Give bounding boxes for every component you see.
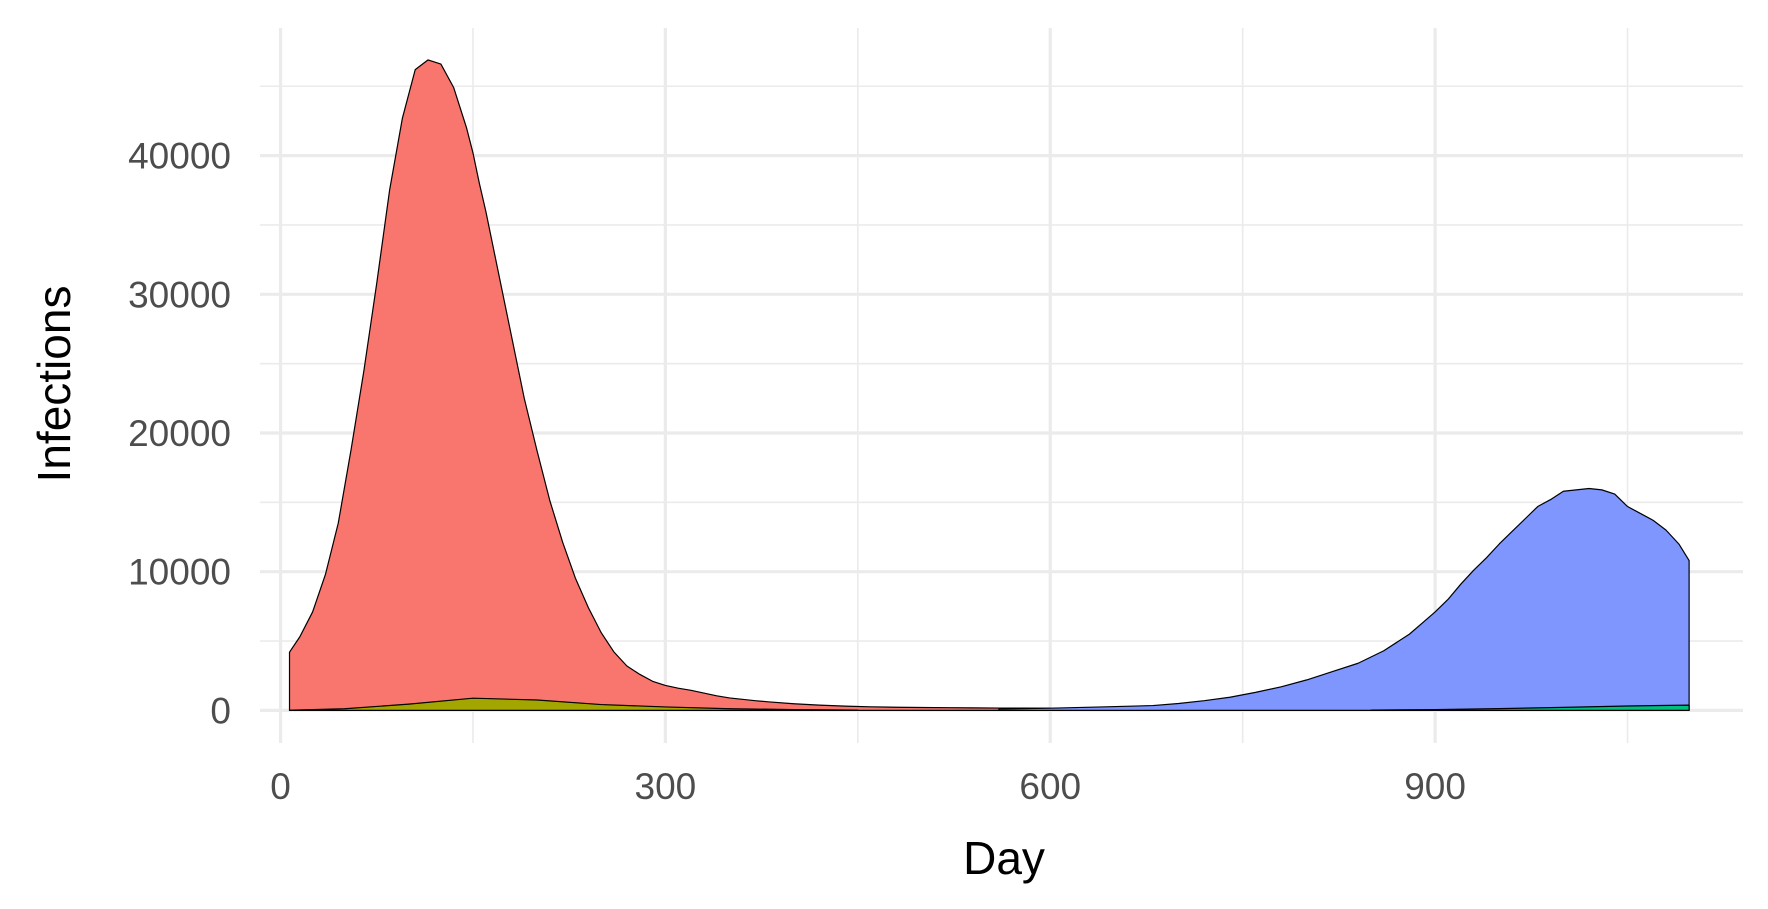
x-axis-title: Day bbox=[963, 832, 1045, 884]
series-area-4 bbox=[1370, 704, 1690, 712]
series-area-1 bbox=[288, 59, 1051, 712]
x-axis-tick-labels: 0 300 600 900 bbox=[270, 766, 1466, 807]
x-tick-label: 900 bbox=[1404, 766, 1466, 807]
series-area-3 bbox=[288, 697, 859, 712]
y-tick-label: 20000 bbox=[128, 413, 231, 454]
y-tick-label: 40000 bbox=[128, 136, 231, 177]
series-areas bbox=[288, 59, 1690, 712]
x-tick-label: 600 bbox=[1019, 766, 1081, 807]
x-tick-label: 0 bbox=[270, 766, 291, 807]
y-tick-label: 10000 bbox=[128, 552, 231, 593]
x-tick-label: 300 bbox=[635, 766, 697, 807]
y-axis-tick-labels: 0 10000 20000 30000 40000 bbox=[128, 136, 231, 732]
y-tick-label: 30000 bbox=[128, 274, 231, 315]
y-tick-label: 0 bbox=[210, 690, 231, 731]
y-axis-title: Infections bbox=[28, 286, 80, 483]
series-area-2 bbox=[998, 487, 1690, 712]
